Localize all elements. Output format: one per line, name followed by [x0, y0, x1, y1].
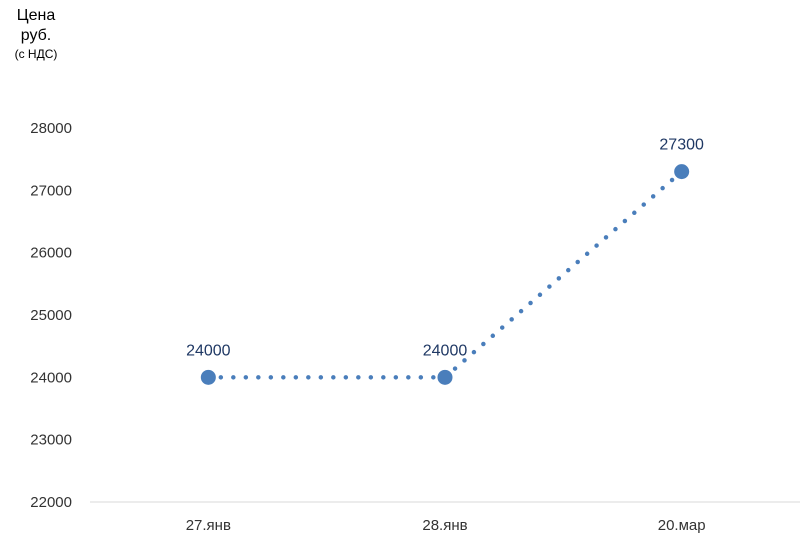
y-tick-label: 26000 [30, 245, 72, 262]
y-tick-label: 23000 [30, 432, 72, 449]
y-axis-label-line-2: руб. [20, 27, 52, 44]
y-tick-label: 25000 [30, 307, 72, 324]
data-label: 24000 [423, 342, 468, 359]
data-point [200, 369, 216, 385]
y-axis-label-line-3: (с НДС) [14, 47, 58, 61]
data-point [674, 164, 690, 180]
y-tick-label: 28000 [30, 120, 72, 137]
y-axis-label: Цена руб. (с НДС) [8, 6, 64, 62]
y-tick-label: 22000 [30, 494, 72, 511]
data-label: 24000 [186, 342, 231, 359]
data-point [437, 369, 453, 385]
y-axis-label-line-1: Цена [16, 7, 56, 24]
data-label: 27300 [659, 137, 704, 154]
x-tick-label: 27.янв [186, 517, 231, 534]
y-tick-label: 24000 [30, 369, 72, 386]
x-tick-label: 20.мар [658, 517, 706, 534]
y-tick-label: 27000 [30, 182, 72, 199]
x-tick-label: 28.янв [422, 517, 467, 534]
